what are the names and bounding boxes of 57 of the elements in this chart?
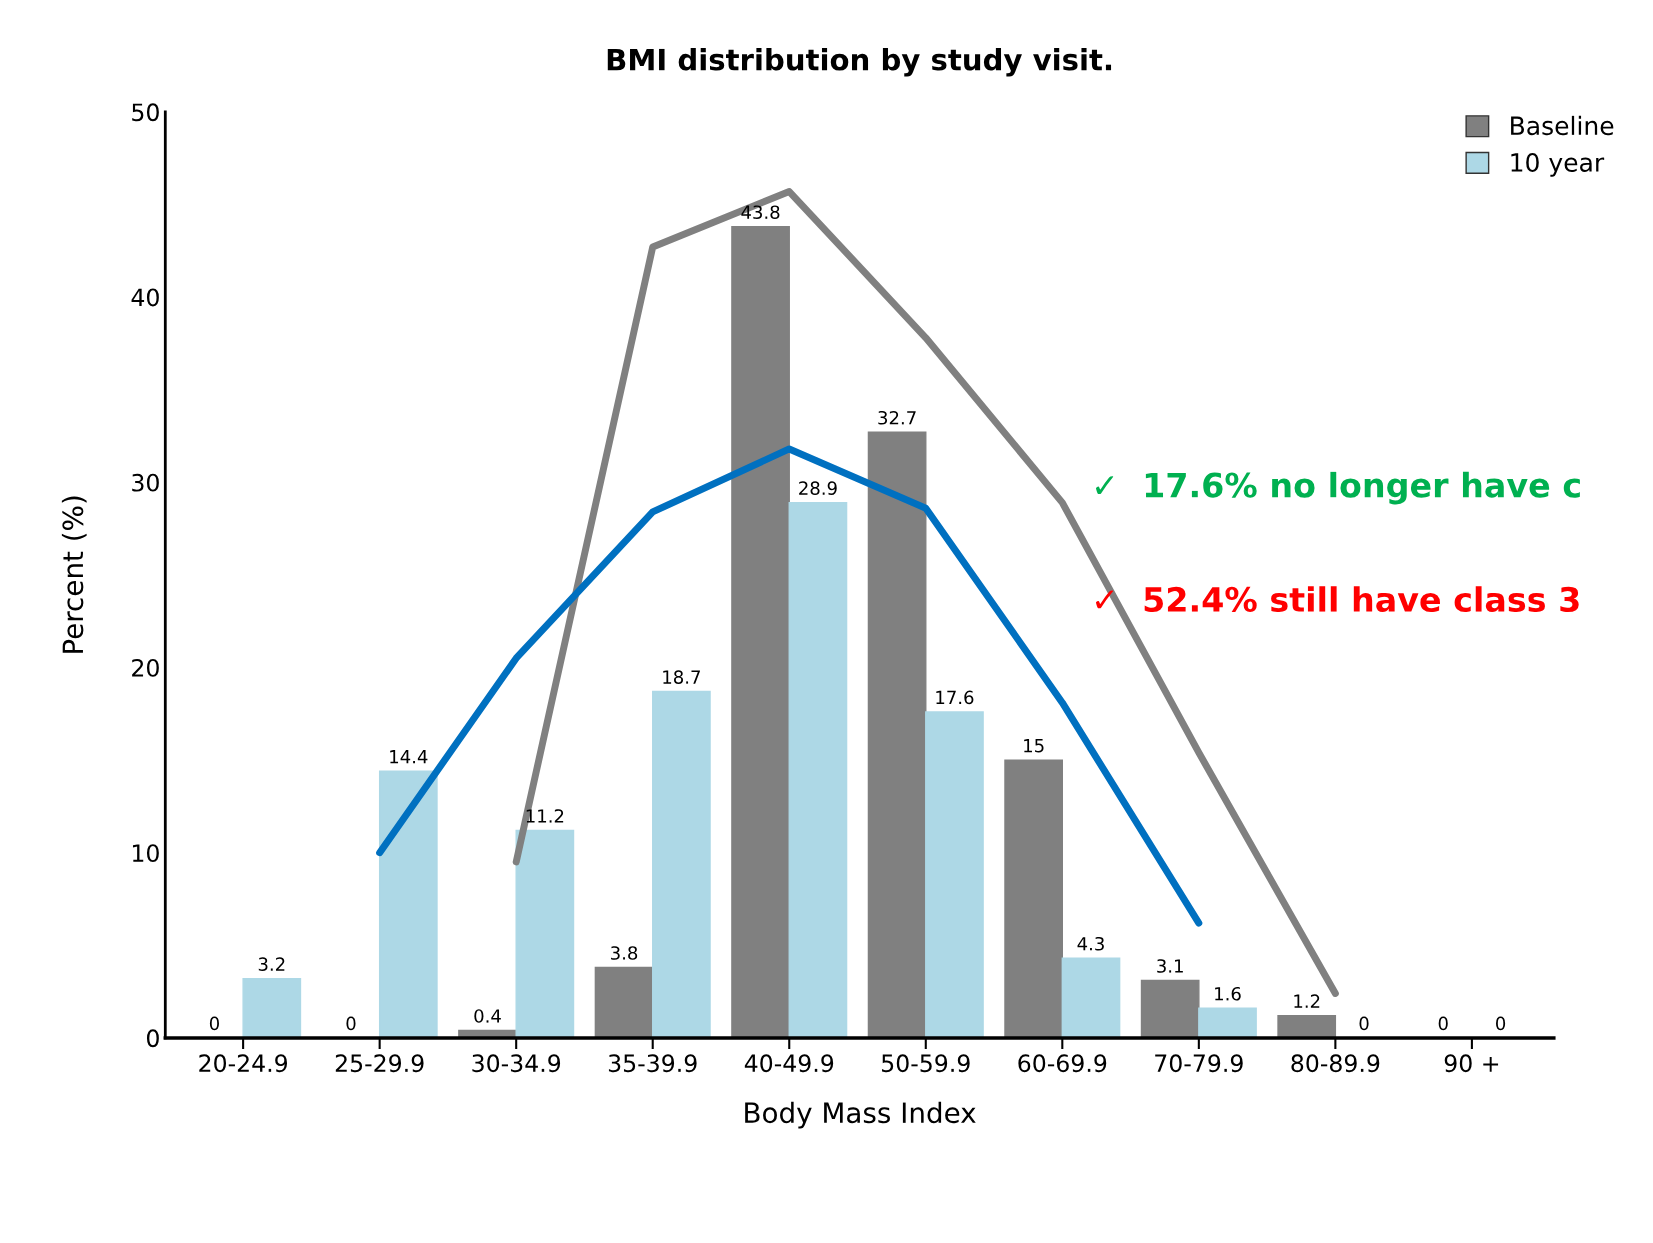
data-label: 0 [1438,1016,1448,1031]
data-label: 43.8 [741,205,780,220]
x-tick-label: 70-79.9 [1155,1054,1243,1073]
bar [1277,1014,1337,1038]
bar [925,711,984,1038]
x-tick-label: 50-59.9 [882,1054,970,1073]
data-label: 4.3 [1077,936,1104,951]
bar [1061,957,1121,1038]
x-tick-label: 30-34.9 [472,1054,561,1073]
data-label: 0 [1496,1016,1506,1031]
data-label: 32.7 [878,410,916,425]
legend-label: Baseline [1511,115,1614,136]
data-label: 0 [346,1016,356,1031]
bar [1004,759,1064,1038]
data-label: 15 [1024,739,1044,753]
data-label: 3.8 [611,946,638,960]
data-label: 3.2 [258,957,285,971]
bar [242,977,302,1038]
y-tick-label: 40 [131,288,159,307]
data-label: 17.6 [936,690,974,705]
x-tick-label: 80-89.9 [1291,1054,1380,1073]
y-tick-label: 10 [132,844,159,862]
chart-title: BMI distribution by study visit. [607,48,1112,77]
legend-label: 10 year [1511,152,1605,177]
x-tick-label: 20-24.9 [199,1054,288,1073]
data-label: 1.2 [1294,994,1320,1008]
bar [515,829,575,1038]
y-tick-label: 20 [132,658,159,677]
bar [594,966,654,1038]
data-label: 1.6 [1215,986,1241,1001]
x-tick-label: 35-39.9 [608,1054,697,1073]
bar [378,770,438,1038]
x-axis-title: Body Mass Index [745,1101,976,1129]
data-label: 28.9 [799,481,837,495]
data-label: 14.4 [390,750,428,764]
bar [1140,979,1200,1038]
annotation: ✓ 52.4% still have class 3 [1095,586,1579,613]
data-label: 3.1 [1157,959,1183,973]
bar [867,431,927,1038]
bar [1198,1007,1257,1038]
data-label: 0 [1359,1016,1369,1031]
bar [652,690,711,1038]
data-label: 18.7 [663,670,700,684]
y-tick-label: 0 [146,1029,159,1048]
x-tick-label: 60-69.9 [1018,1054,1107,1073]
data-label: 0 [209,1016,219,1031]
data-label: 0.4 [474,1009,501,1023]
x-tick-label: 40-49.9 [744,1054,834,1073]
bar [731,226,790,1038]
y-axis-title: Percent (%) [61,496,87,653]
y-tick-label: 50 [132,103,159,122]
bar [788,501,848,1038]
annotation: ✓ 17.6% no longer have c [1095,471,1580,505]
x-tick-label: 90 + [1444,1054,1499,1073]
data-label: 11.2 [526,809,564,823]
x-tick-label: 25-29.9 [335,1054,424,1073]
y-tick-label: 30 [132,473,159,492]
